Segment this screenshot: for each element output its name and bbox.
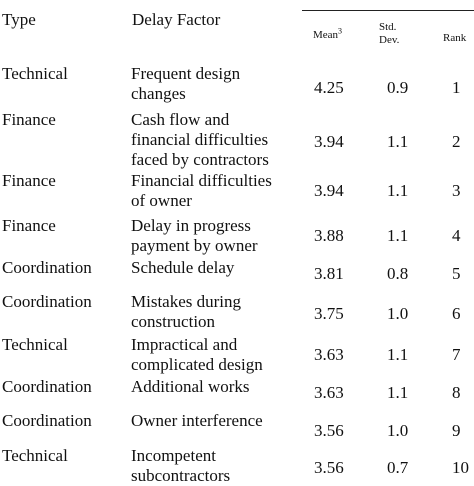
cell-std-dev: 0.9	[387, 78, 409, 97]
cell-mean: 3.75	[314, 304, 344, 323]
cell-std-dev: 1.1	[387, 226, 409, 245]
cell-delay-factor: Cash flow and financial difficulties fac…	[131, 110, 269, 169]
cell-type: Coordination	[2, 411, 92, 430]
cell-type: Technical	[2, 335, 68, 354]
cell-delay-factor: Incompetent subcontractors	[131, 446, 231, 485]
cell-delay-factor: Frequent design changes	[131, 64, 241, 103]
column-header-rank: Rank	[443, 32, 467, 44]
column-header-type: Type	[2, 10, 36, 29]
header-rule	[302, 10, 474, 11]
cell-rank: 3	[452, 181, 461, 200]
cell-rank: 10	[452, 458, 469, 477]
column-header-mean: Mean3	[313, 26, 343, 41]
cell-rank: 4	[452, 226, 461, 245]
cell-type: Coordination	[2, 292, 92, 311]
cell-rank: 1	[452, 78, 461, 97]
cell-type: Finance	[2, 216, 56, 235]
cell-delay-factor: Impractical and complicated design	[131, 335, 263, 374]
cell-std-dev: 1.1	[387, 383, 409, 402]
column-header-delay-factor: Delay Factor	[132, 10, 221, 29]
cell-std-dev: 1.1	[387, 345, 409, 364]
cell-mean: 3.94	[314, 181, 344, 200]
cell-type: Technical	[2, 446, 68, 465]
cell-delay-factor: Mistakes during construction	[131, 292, 242, 331]
cell-rank: 5	[452, 264, 461, 283]
cell-mean: 3.88	[314, 226, 344, 245]
cell-delay-factor: Additional works	[131, 377, 250, 396]
cell-delay-factor: Schedule delay	[131, 258, 235, 277]
cell-rank: 8	[452, 383, 461, 402]
cell-mean: 3.63	[314, 383, 344, 402]
cell-mean: 3.63	[314, 345, 344, 364]
cell-rank: 9	[452, 421, 461, 440]
cell-delay-factor: Financial difficulties of owner	[131, 171, 272, 210]
cell-type: Coordination	[2, 258, 92, 277]
cell-std-dev: 1.1	[387, 132, 409, 151]
cell-mean: 3.81	[314, 264, 344, 283]
cell-type: Coordination	[2, 377, 92, 396]
cell-mean: 3.56	[314, 421, 344, 440]
cell-std-dev: 1.0	[387, 421, 409, 440]
cell-std-dev: 0.8	[387, 264, 409, 283]
cell-delay-factor: Owner interference	[131, 411, 263, 430]
cell-rank: 6	[452, 304, 461, 323]
cell-mean: 4.25	[314, 78, 344, 97]
cell-std-dev: 0.7	[387, 458, 409, 477]
cell-type: Finance	[2, 110, 56, 129]
cell-mean: 3.94	[314, 132, 344, 151]
cell-rank: 2	[452, 132, 461, 151]
cell-delay-factor: Delay in progress payment by owner	[131, 216, 258, 255]
cell-std-dev: 1.1	[387, 181, 409, 200]
mean-footnote-marker: 3	[338, 26, 343, 36]
cell-type: Finance	[2, 171, 56, 190]
cell-std-dev: 1.0	[387, 304, 409, 323]
cell-rank: 7	[452, 345, 461, 364]
column-header-std-dev: Std. Dev.	[379, 21, 400, 46]
cell-type: Technical	[2, 64, 68, 83]
cell-mean: 3.56	[314, 458, 344, 477]
